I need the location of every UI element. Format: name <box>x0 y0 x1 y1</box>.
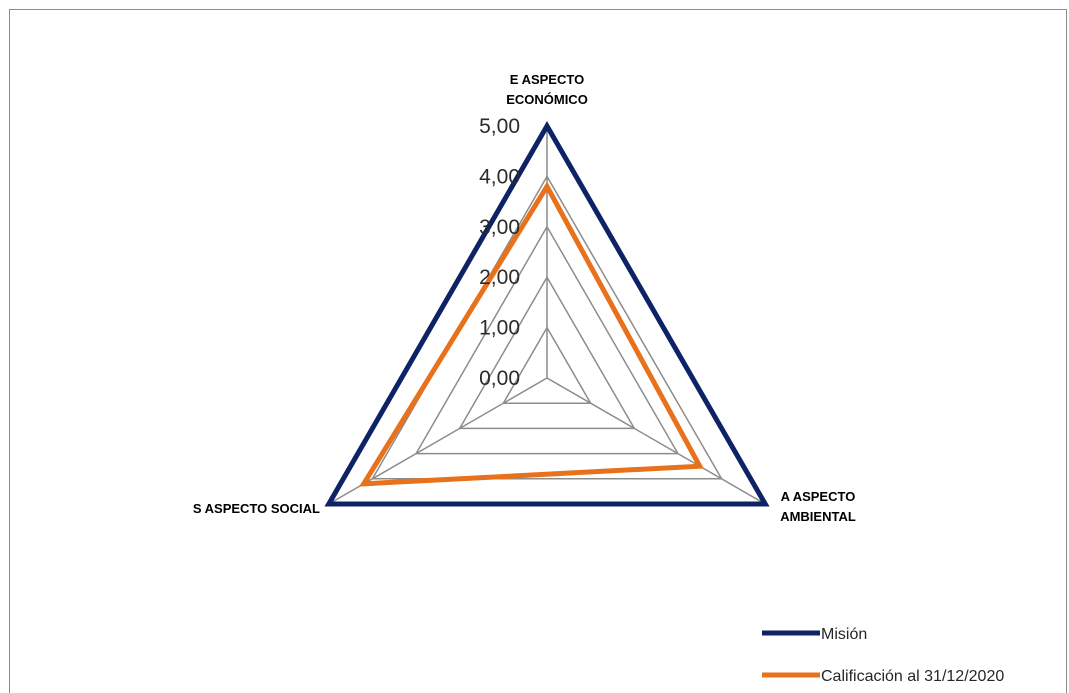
legend-label-1: Calificación al 31/12/2020 <box>821 668 1004 685</box>
legend-label-0: Misión <box>821 626 867 643</box>
grid-spoke-1 <box>546 377 766 505</box>
axis-labels: E ASPECTO ECONÓMICO A ASPECTO AMBIENTAL S AS… <box>193 72 856 524</box>
radial-tick-labels: 0,00 1,00 2,00 3,00 4,00 5,00 <box>479 115 520 390</box>
tick-label-0: 0,00 <box>479 367 520 390</box>
axis-label-2: S ASPECTO SOCIAL <box>193 501 320 516</box>
grid-ring-2 <box>458 275 636 430</box>
tick-label-3: 3,00 <box>479 216 520 239</box>
tick-label-2: 2,00 <box>479 266 520 289</box>
series-line-0 <box>324 121 770 507</box>
axis-label-1: A ASPECTO AMBIENTAL <box>780 489 856 524</box>
tick-label-5: 5,00 <box>479 115 520 138</box>
tick-label-1: 1,00 <box>479 317 520 340</box>
series-line-1 <box>359 181 704 487</box>
grid-ring-1 <box>502 326 592 404</box>
chart-frame <box>9 9 1067 693</box>
legend: Misión Calificación al 31/12/2020 <box>762 626 1004 685</box>
grid-ring-3 <box>414 225 680 455</box>
tick-label-4: 4,00 <box>479 165 520 188</box>
axis-label-0: E ASPECTO ECONÓMICO <box>506 72 588 107</box>
radar-series <box>324 121 770 507</box>
